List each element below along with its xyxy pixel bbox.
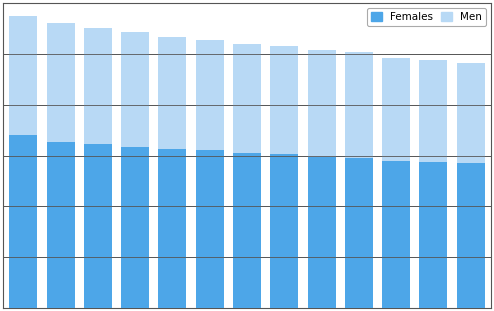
Bar	[419, 60, 448, 162]
Bar	[84, 28, 112, 144]
Bar	[270, 46, 298, 154]
Bar	[233, 153, 261, 308]
Bar	[159, 37, 186, 149]
Bar	[457, 163, 485, 308]
Bar	[308, 157, 335, 308]
Legend: Females, Men: Females, Men	[367, 8, 486, 26]
Bar	[121, 146, 149, 308]
Bar	[9, 16, 37, 135]
Bar	[159, 149, 186, 308]
Bar	[196, 151, 224, 308]
Bar	[9, 135, 37, 308]
Bar	[457, 63, 485, 163]
Bar	[270, 154, 298, 308]
Bar	[345, 53, 373, 158]
Bar	[382, 160, 410, 308]
Bar	[345, 158, 373, 308]
Bar	[419, 162, 448, 308]
Bar	[233, 44, 261, 153]
Bar	[382, 58, 410, 160]
Bar	[196, 40, 224, 151]
Bar	[121, 32, 149, 146]
Bar	[46, 142, 75, 308]
Bar	[308, 50, 335, 157]
Bar	[46, 23, 75, 142]
Bar	[84, 144, 112, 308]
